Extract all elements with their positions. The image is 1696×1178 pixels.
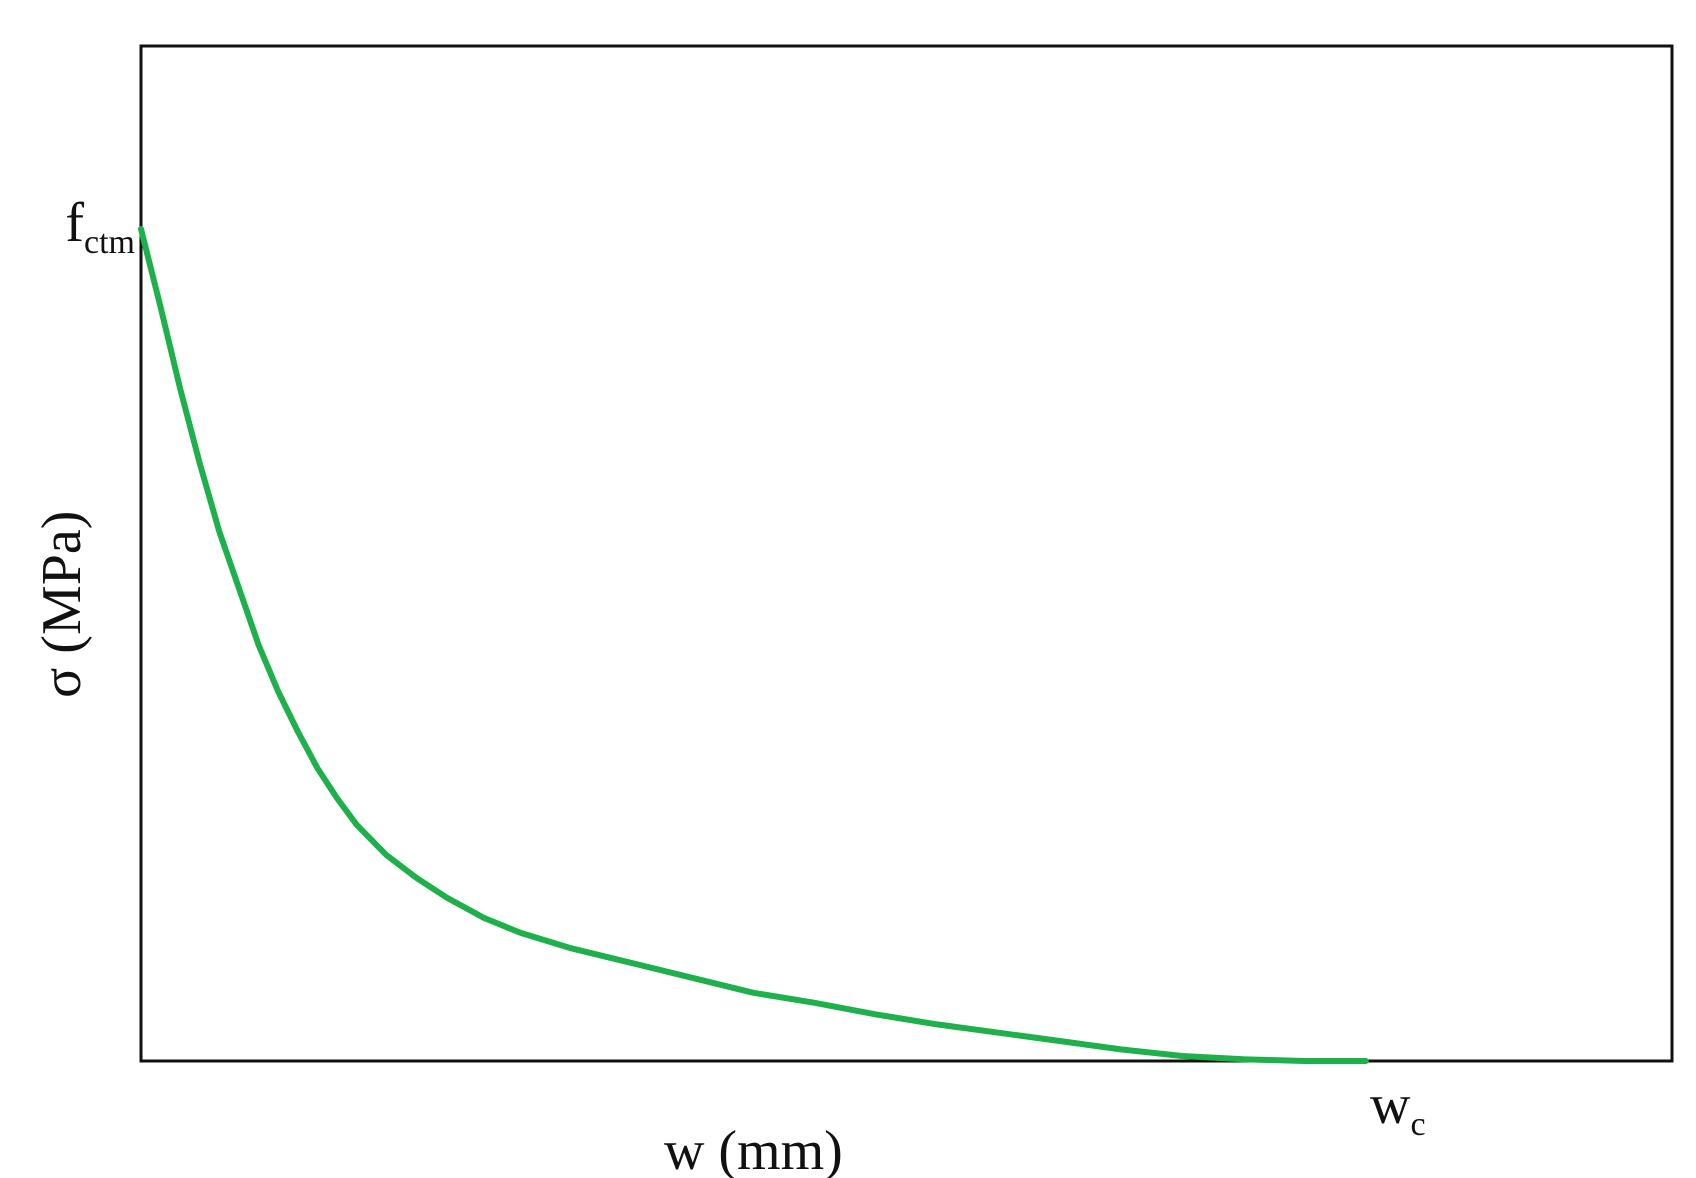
x-axis-title: w (mm) [664, 1120, 843, 1178]
x-tick-main: w [1370, 1074, 1411, 1136]
y-axis-title: σ (MPa) [31, 511, 93, 698]
x-tick-sub: c [1410, 1106, 1425, 1143]
plot-frame [139, 44, 1674, 1063]
y-tick-main: f [65, 192, 84, 254]
series-line [138, 226, 1369, 1064]
x-tick-label: wc [1370, 1074, 1426, 1143]
y-tick-sub: ctm [84, 224, 135, 261]
y-tick-label: fctm [65, 192, 135, 261]
